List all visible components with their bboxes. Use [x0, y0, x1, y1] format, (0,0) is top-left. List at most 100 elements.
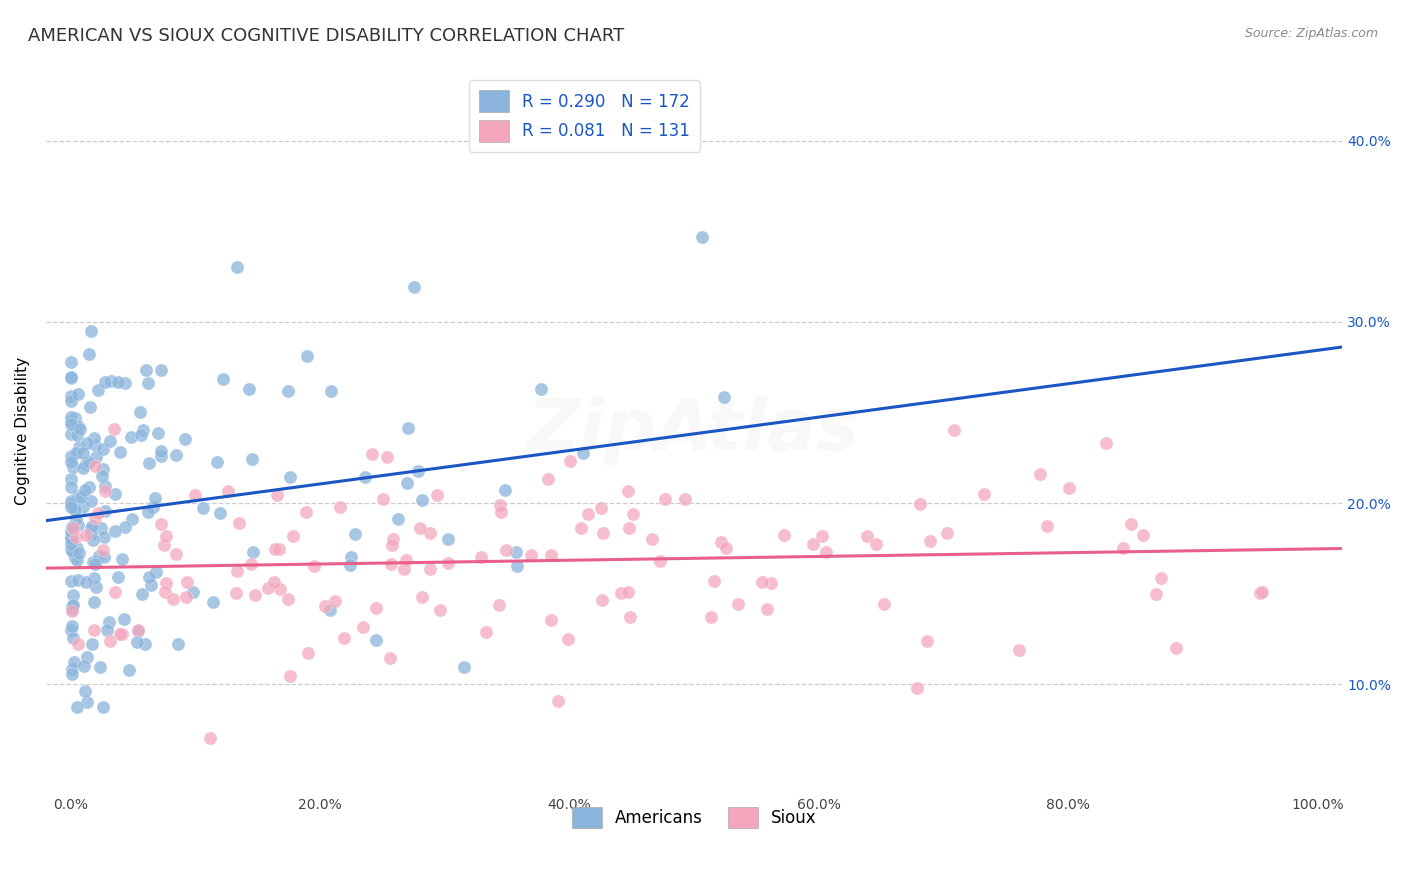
Point: [59, 531, 82, 545]
Point: [127, 624, 149, 639]
Legend: Americans, Sioux: Americans, Sioux: [565, 800, 824, 835]
Point: [257, 582, 280, 596]
Point: [181, 585, 204, 599]
Point: [72, 460, 94, 475]
Point: [392, 561, 415, 575]
Point: [62, 655, 84, 669]
Point: [59, 426, 82, 441]
Point: [520, 549, 543, 563]
Point: [80, 518, 103, 533]
Point: [364, 601, 387, 615]
Point: [297, 646, 319, 660]
Point: [111, 626, 134, 640]
Point: [302, 559, 325, 574]
Point: [60, 370, 83, 384]
Point: [94, 375, 117, 389]
Point: [67, 440, 90, 454]
Point: [654, 491, 676, 506]
Point: [138, 376, 160, 390]
Point: [60, 537, 83, 551]
Point: [80, 324, 103, 338]
Point: [918, 533, 941, 548]
Point: [240, 451, 263, 466]
Point: [107, 570, 129, 584]
Point: [127, 623, 149, 637]
Point: [139, 578, 162, 592]
Point: [149, 444, 172, 458]
Point: [62, 631, 84, 645]
Point: [114, 376, 136, 390]
Point: [63, 503, 86, 517]
Point: [83, 623, 105, 637]
Point: [505, 545, 527, 559]
Point: [759, 575, 782, 590]
Point: [908, 497, 931, 511]
Point: [84, 458, 107, 473]
Point: [60, 480, 83, 494]
Point: [176, 574, 198, 589]
Point: [673, 491, 696, 506]
Point: [65, 411, 87, 425]
Point: [86, 580, 108, 594]
Point: [60, 369, 83, 384]
Point: [773, 528, 796, 542]
Point: [62, 521, 84, 535]
Point: [380, 651, 402, 665]
Point: [915, 634, 938, 648]
Point: [59, 388, 82, 402]
Point: [184, 488, 207, 502]
Point: [138, 456, 160, 470]
Point: [489, 498, 512, 512]
Point: [67, 546, 90, 560]
Point: [60, 455, 83, 469]
Point: [66, 573, 89, 587]
Point: [162, 591, 184, 606]
Point: [135, 362, 157, 376]
Point: [494, 483, 516, 497]
Point: [217, 483, 239, 498]
Point: [506, 559, 529, 574]
Point: [66, 419, 89, 434]
Point: [121, 512, 143, 526]
Point: [387, 511, 409, 525]
Point: [62, 460, 84, 475]
Point: [411, 493, 433, 508]
Point: [811, 529, 834, 543]
Point: [409, 521, 432, 535]
Point: [710, 535, 733, 549]
Point: [60, 602, 83, 616]
Point: [86, 506, 108, 520]
Point: [814, 545, 837, 559]
Point: [373, 491, 395, 506]
Point: [361, 447, 384, 461]
Point: [60, 393, 83, 408]
Point: [146, 425, 169, 440]
Point: [80, 522, 103, 536]
Point: [411, 590, 433, 604]
Point: [90, 521, 112, 535]
Point: [104, 524, 127, 538]
Point: [419, 526, 441, 541]
Point: [437, 556, 460, 570]
Point: [354, 470, 377, 484]
Point: [278, 470, 301, 484]
Point: [84, 450, 107, 465]
Point: [65, 446, 87, 460]
Point: [174, 432, 197, 446]
Point: [319, 384, 342, 398]
Point: [495, 543, 517, 558]
Point: [107, 375, 129, 389]
Point: [226, 564, 249, 578]
Point: [1144, 587, 1167, 601]
Point: [905, 681, 928, 696]
Point: [128, 405, 150, 419]
Point: [396, 421, 419, 435]
Point: [375, 450, 398, 464]
Point: [111, 551, 134, 566]
Point: [727, 597, 749, 611]
Point: [855, 529, 877, 543]
Point: [536, 472, 558, 486]
Point: [294, 505, 316, 519]
Point: [76, 435, 98, 450]
Point: [475, 624, 498, 639]
